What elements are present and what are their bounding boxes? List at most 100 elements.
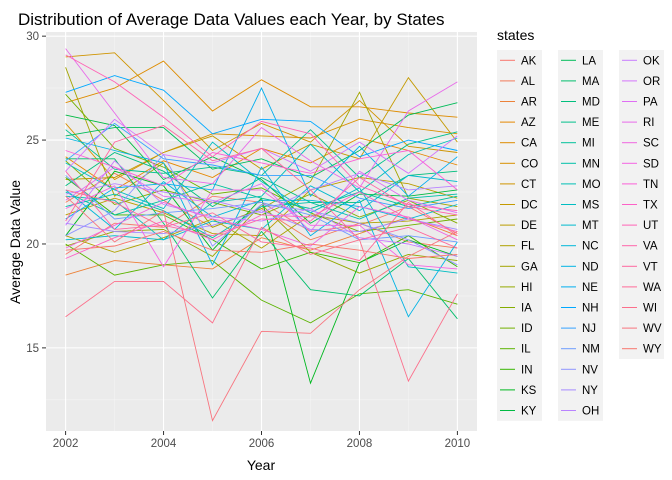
- legend-label-ri: RI: [643, 117, 655, 129]
- series-line-nd: [65, 137, 458, 318]
- legend-label-wi: WI: [643, 303, 657, 315]
- series-line-tn: [65, 150, 458, 191]
- legend-label-ny: NY: [582, 385, 598, 397]
- series-line-sd: [65, 185, 458, 270]
- series-line-ca: [65, 60, 458, 118]
- legend-label-sd: SD: [643, 158, 659, 170]
- legend-label-dc: DC: [521, 200, 538, 212]
- series-line-vt: [65, 124, 458, 249]
- legend-label-hi: HI: [521, 282, 533, 294]
- series-line-ut: [65, 54, 458, 212]
- y-tick-label: 15: [26, 343, 39, 355]
- legend-label-mi: MI: [582, 138, 595, 150]
- legend-label-de: DE: [521, 220, 537, 232]
- legend-label-ia: IA: [521, 303, 532, 315]
- legend-label-ne: NE: [582, 282, 598, 294]
- series-line-la: [65, 102, 458, 178]
- legend-label-la: LA: [582, 55, 596, 67]
- legend-label-ak: AK: [521, 55, 537, 67]
- series-line-nm: [65, 175, 458, 243]
- legend-label-md: MD: [582, 97, 600, 109]
- series-line-ms: [65, 141, 458, 274]
- series-line-dc: [65, 76, 458, 180]
- legend-label-az: AZ: [521, 117, 536, 129]
- legend-label-wa: WA: [643, 282, 661, 294]
- series-line-ar: [65, 216, 458, 276]
- legend-label-id: ID: [521, 323, 533, 335]
- legend-label-tx: TX: [643, 200, 658, 212]
- series-line-ri: [65, 48, 458, 189]
- legend-label-ma: MA: [582, 76, 600, 88]
- x-tick-label: 2006: [249, 438, 275, 450]
- series-line-pa: [65, 166, 458, 233]
- legend-label-ar: AR: [521, 97, 537, 109]
- legend-label-il: IL: [521, 344, 531, 356]
- series-line-va: [65, 170, 458, 237]
- series-line-wv: [65, 195, 458, 422]
- legend-label-al: AL: [521, 76, 536, 88]
- series-line-ok: [65, 160, 458, 257]
- legend-label-mn: MN: [582, 158, 600, 170]
- legend-label-mt: MT: [582, 220, 599, 232]
- legend-label-ks: KS: [521, 385, 537, 397]
- series-line-ct: [65, 52, 458, 153]
- legend-label-ut: UT: [643, 220, 658, 232]
- legend-label-nd: ND: [582, 261, 599, 273]
- x-tick-label: 2010: [445, 438, 471, 450]
- x-tick-label: 2002: [53, 438, 79, 450]
- series-line-mi: [65, 183, 458, 216]
- legend-key-column: [497, 50, 542, 421]
- legend-label-ct: CT: [521, 179, 536, 191]
- y-tick-label: 30: [26, 31, 39, 43]
- series-line-wa: [65, 189, 458, 262]
- series-line-ky: [65, 114, 458, 224]
- x-axis-title: Year: [247, 457, 276, 473]
- legend-label-me: ME: [582, 117, 600, 129]
- legend-label-or: OR: [643, 76, 660, 88]
- plot-panel: [46, 32, 477, 431]
- series-line-in: [65, 177, 458, 270]
- legend-label-ms: MS: [582, 200, 600, 212]
- legend-label-wv: WV: [643, 323, 662, 335]
- series-line-oh: [65, 172, 458, 214]
- series-line-wy: [65, 231, 458, 259]
- legend-title: states: [497, 27, 534, 43]
- legend-label-oh: OH: [582, 406, 599, 418]
- legend-label-fl: FL: [521, 241, 535, 253]
- series-line-nh: [65, 75, 458, 158]
- y-tick-label: 25: [26, 135, 39, 147]
- legend-label-tn: TN: [643, 179, 658, 191]
- x-tick-label: 2008: [347, 438, 373, 450]
- legend-label-nc: NC: [582, 241, 599, 253]
- legend-label-ca: CA: [521, 138, 537, 150]
- legend-label-ga: GA: [521, 261, 538, 273]
- x-tick-label: 2004: [151, 438, 177, 450]
- legend-label-nh: NH: [582, 303, 599, 315]
- legend-label-nj: NJ: [582, 323, 596, 335]
- legend-label-ok: OK: [643, 55, 660, 67]
- legend-label-nv: NV: [582, 364, 598, 376]
- legend-label-va: VA: [643, 241, 658, 253]
- legend: AK AL AR AZ CA CO CT DC DE FL GA HI IA ID IL IN KS KY LA MA…: [497, 50, 664, 421]
- legend-label-pa: PA: [643, 97, 658, 109]
- series-line-wi: [65, 226, 458, 383]
- legend-key-column: [558, 50, 603, 421]
- series-line-ma: [65, 158, 458, 320]
- legend-label-wy: WY: [643, 344, 662, 356]
- legend-label-in: IN: [521, 364, 533, 376]
- legend-label-sc: SC: [643, 138, 659, 150]
- legend-label-vt: VT: [643, 261, 658, 273]
- series-line-nv: [65, 153, 458, 266]
- legend-label-co: CO: [521, 158, 538, 170]
- legend-label-mo: MO: [582, 179, 601, 191]
- y-axis-title: Average Data Value: [7, 180, 23, 304]
- series-line-sc: [65, 201, 458, 249]
- series-line-de: [65, 177, 458, 237]
- legend-label-ky: KY: [521, 406, 537, 418]
- series-line-il: [65, 243, 458, 324]
- axes: 2002 2004 2006 2008 2010 15 20 25 30: [26, 31, 470, 450]
- legend-label-nm: NM: [582, 344, 600, 356]
- y-tick-label: 20: [26, 239, 39, 251]
- series-line-tx: [65, 191, 458, 259]
